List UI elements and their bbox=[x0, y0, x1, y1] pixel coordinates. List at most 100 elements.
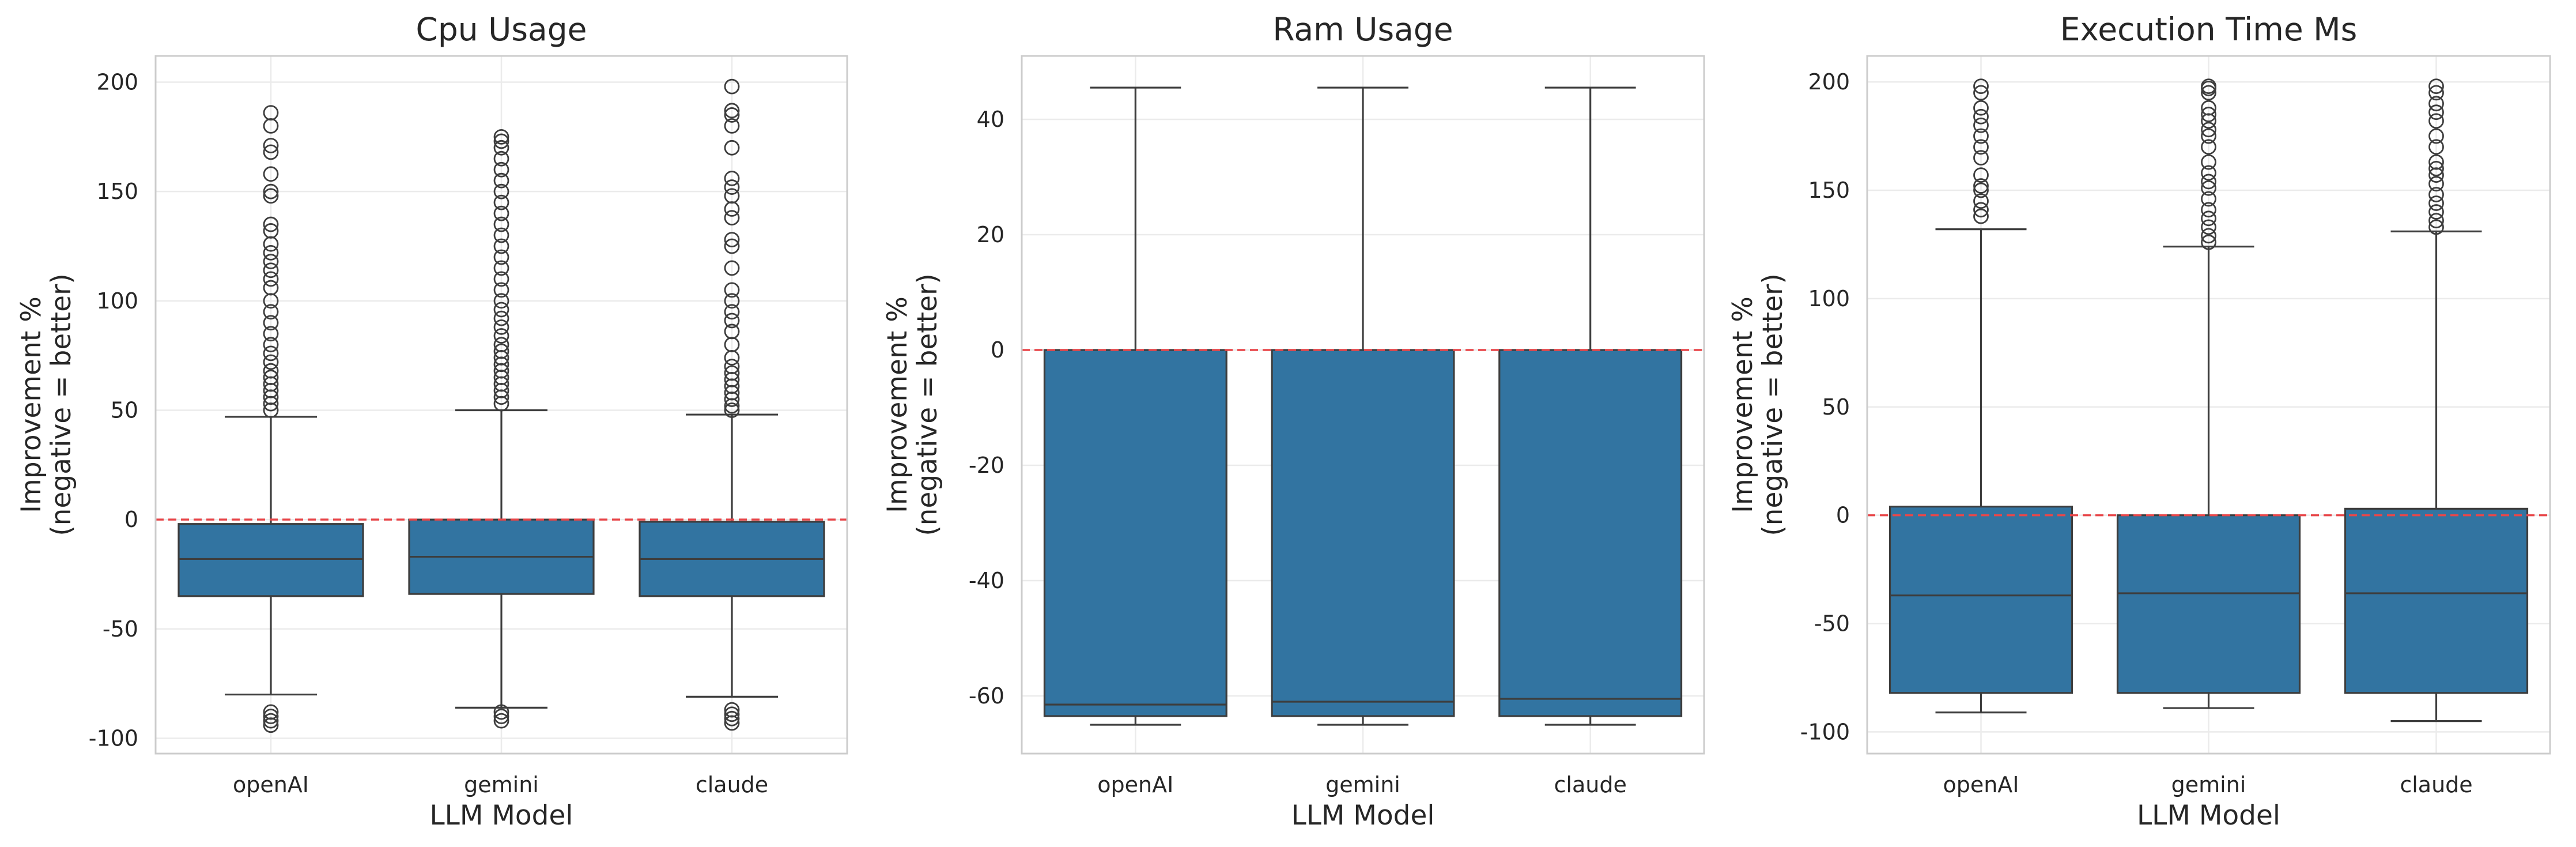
x-tick-label: gemini bbox=[1325, 772, 1400, 797]
outlier-point bbox=[1973, 167, 1989, 183]
outlier-point bbox=[2428, 96, 2444, 112]
outlier-point bbox=[493, 194, 509, 210]
outlier-point bbox=[724, 304, 740, 320]
y-tick-label: -50 bbox=[103, 616, 138, 642]
box-gemini bbox=[408, 129, 595, 729]
outlier-point bbox=[724, 323, 740, 340]
outlier-point bbox=[1973, 108, 1989, 125]
x-tick-label: openAI bbox=[1943, 772, 2019, 797]
outlier-point bbox=[2201, 228, 2216, 244]
outlier-point bbox=[263, 262, 279, 278]
x-tick-label: gemini bbox=[2171, 772, 2246, 797]
outlier-point bbox=[493, 216, 509, 232]
box-openAI bbox=[177, 105, 364, 733]
outlier-point bbox=[263, 363, 279, 379]
outlier-point bbox=[263, 254, 279, 269]
outlier-point bbox=[2201, 219, 2216, 235]
outlier-point bbox=[263, 166, 279, 182]
outlier-point bbox=[2201, 139, 2216, 155]
outlier-point bbox=[2201, 113, 2216, 129]
outlier-point bbox=[2201, 234, 2216, 250]
outlier-point bbox=[263, 315, 279, 331]
outlier-point bbox=[1973, 193, 1989, 209]
iqr-box bbox=[1271, 349, 1455, 717]
outlier-point bbox=[263, 704, 279, 720]
y-tick-label: -60 bbox=[969, 683, 1004, 709]
outlier-point bbox=[1973, 139, 1989, 155]
outlier-point bbox=[2428, 113, 2444, 129]
y-axis-label-line1: Improvement % bbox=[16, 296, 47, 513]
outlier-point bbox=[724, 103, 740, 119]
outlier-point bbox=[493, 133, 509, 149]
outlier-point bbox=[493, 205, 509, 221]
outlier-point bbox=[263, 244, 279, 261]
outlier-point bbox=[1973, 117, 1989, 133]
x-axis-label: LLM Model bbox=[1291, 800, 1435, 831]
outlier-point bbox=[2428, 176, 2444, 192]
outlier-point bbox=[2201, 191, 2216, 207]
outlier-point bbox=[263, 223, 279, 239]
x-tick-label: claude bbox=[2400, 772, 2472, 797]
outlier-point bbox=[724, 282, 740, 298]
y-tick-label: 0 bbox=[124, 507, 138, 532]
y-axis-label-line2: (negative = better) bbox=[912, 273, 943, 536]
outlier-point bbox=[1973, 85, 1989, 101]
y-axis-label-line2: (negative = better) bbox=[46, 273, 77, 536]
iqr-box bbox=[2116, 514, 2301, 694]
outlier-point bbox=[493, 271, 509, 287]
plot-frame bbox=[1021, 55, 1705, 755]
y-tick-label: 0 bbox=[1836, 503, 1850, 528]
chart-title: Execution Time Ms bbox=[2060, 11, 2358, 48]
outlier-point bbox=[2428, 187, 2444, 202]
outlier-point bbox=[2428, 85, 2444, 101]
outlier-point bbox=[2201, 85, 2216, 101]
outlier-point bbox=[493, 319, 509, 335]
outlier-point bbox=[263, 144, 279, 160]
outlier-point bbox=[493, 249, 509, 265]
outlier-point bbox=[724, 260, 740, 276]
outlier-point bbox=[1973, 208, 1989, 224]
y-tick-label: 50 bbox=[111, 397, 138, 423]
iqr-box bbox=[177, 523, 364, 597]
iqr-box bbox=[1043, 349, 1227, 717]
x-tick-label: gemini bbox=[464, 772, 539, 797]
outlier-point bbox=[493, 150, 509, 167]
box-gemini bbox=[2116, 78, 2301, 709]
y-tick-label: 100 bbox=[96, 288, 138, 314]
box-claude bbox=[2344, 78, 2529, 722]
outlier-point bbox=[2428, 219, 2444, 235]
outlier-point bbox=[2201, 180, 2216, 196]
outlier-point bbox=[724, 171, 740, 186]
outlier-point bbox=[2201, 154, 2216, 170]
outlier-point bbox=[724, 702, 740, 718]
outlier-point bbox=[493, 302, 509, 318]
box-claude bbox=[1498, 86, 1683, 726]
outlier-point bbox=[263, 354, 279, 370]
y-tick-label: 150 bbox=[96, 179, 138, 204]
outlier-point bbox=[724, 179, 740, 195]
outlier-point bbox=[724, 78, 740, 95]
y-tick-label: 0 bbox=[991, 337, 1004, 363]
outlier-point bbox=[724, 140, 740, 156]
outlier-point bbox=[263, 280, 279, 296]
outlier-point bbox=[2428, 195, 2444, 211]
y-axis-label-line1: Improvement % bbox=[882, 296, 913, 513]
outlier-point bbox=[493, 713, 509, 729]
outlier-point bbox=[263, 337, 279, 353]
outlier-point bbox=[493, 260, 509, 276]
outlier-point bbox=[1973, 100, 1989, 116]
y-tick-label: 200 bbox=[96, 70, 138, 95]
outlier-point bbox=[493, 140, 509, 156]
y-tick-label: -100 bbox=[89, 725, 138, 751]
x-tick-label: claude bbox=[696, 772, 768, 797]
outlier-point bbox=[1973, 128, 1989, 144]
outlier-point bbox=[263, 713, 279, 729]
outlier-point bbox=[263, 138, 279, 153]
chart-title: Cpu Usage bbox=[416, 11, 587, 48]
y-axis-label-line1: Improvement % bbox=[1727, 296, 1759, 513]
outlier-point bbox=[724, 706, 740, 722]
outlier-point bbox=[493, 343, 509, 359]
iqr-box bbox=[1888, 506, 2073, 694]
chart-title: Ram Usage bbox=[1272, 11, 1453, 48]
